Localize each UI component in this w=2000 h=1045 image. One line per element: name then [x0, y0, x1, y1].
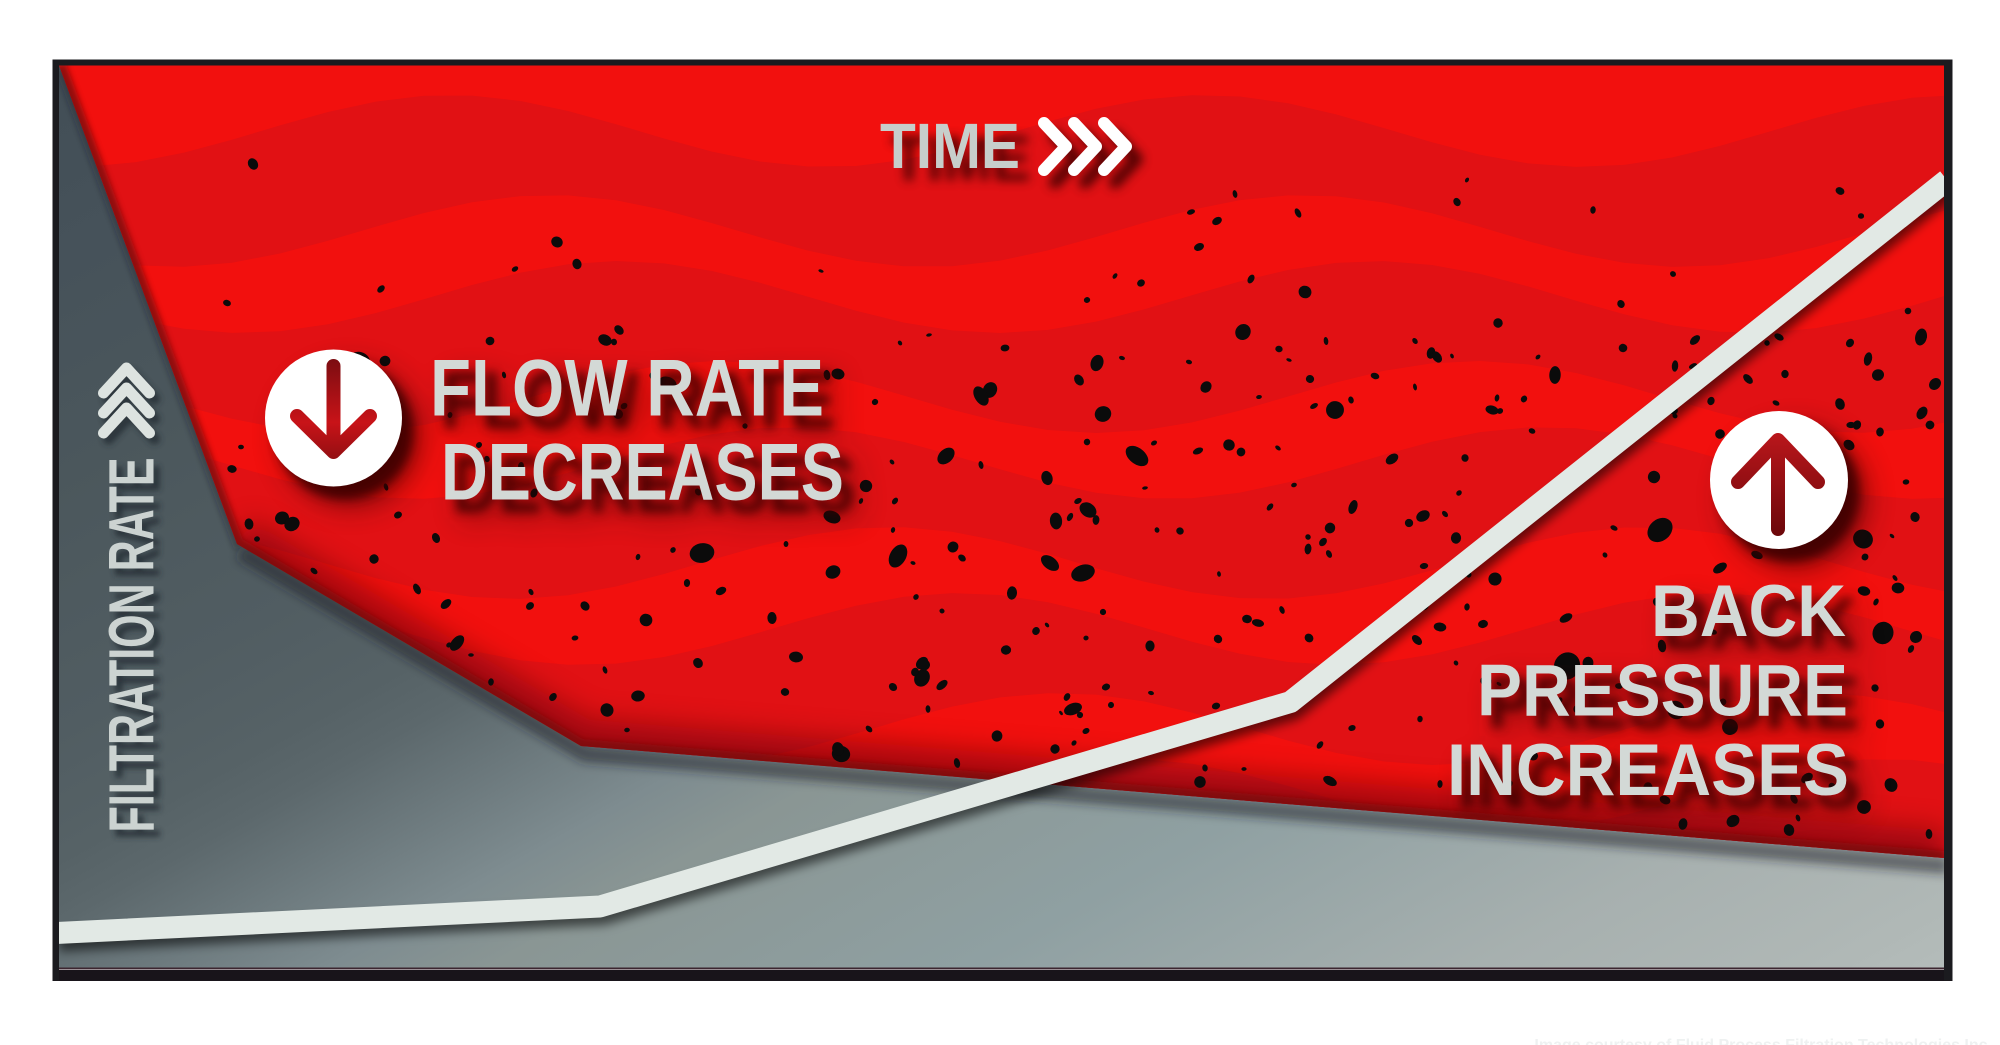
svg-text:FILTRATION RATE: FILTRATION RATE — [102, 465, 174, 840]
svg-text:INCREASES: INCREASES — [1447, 730, 1849, 811]
svg-text:TIME: TIME — [880, 110, 1020, 182]
svg-text:PRESSURE: PRESSURE — [1477, 651, 1848, 732]
svg-text:Image courtesy of Fluid Proces: Image courtesy of Fluid Process Filtrati… — [1534, 1037, 1992, 1045]
svg-text:FLOW RATE: FLOW RATE — [441, 356, 835, 446]
svg-text:PRESSURE: PRESSURE — [1494, 669, 1865, 750]
svg-text:INCREASES: INCREASES — [1464, 748, 1866, 829]
svg-text:DECREASES: DECREASES — [458, 446, 861, 536]
svg-text:FILTRATION RATE: FILTRATION RATE — [96, 458, 168, 833]
svg-text:PRESSURE: PRESSURE — [1488, 663, 1859, 744]
svg-text:BACK: BACK — [1668, 589, 1863, 670]
svg-text:FLOW RATE: FLOW RATE — [430, 344, 824, 434]
svg-text:INCREASES: INCREASES — [1458, 743, 1860, 824]
svg-text:DECREASES: DECREASES — [441, 428, 844, 518]
svg-text:TIME: TIME — [891, 123, 1031, 195]
svg-text:DECREASES: DECREASES — [452, 440, 855, 530]
svg-text:FLOW RATE: FLOW RATE — [447, 362, 841, 452]
svg-text:BACK: BACK — [1662, 584, 1857, 665]
svg-text:BACK: BACK — [1651, 571, 1846, 652]
